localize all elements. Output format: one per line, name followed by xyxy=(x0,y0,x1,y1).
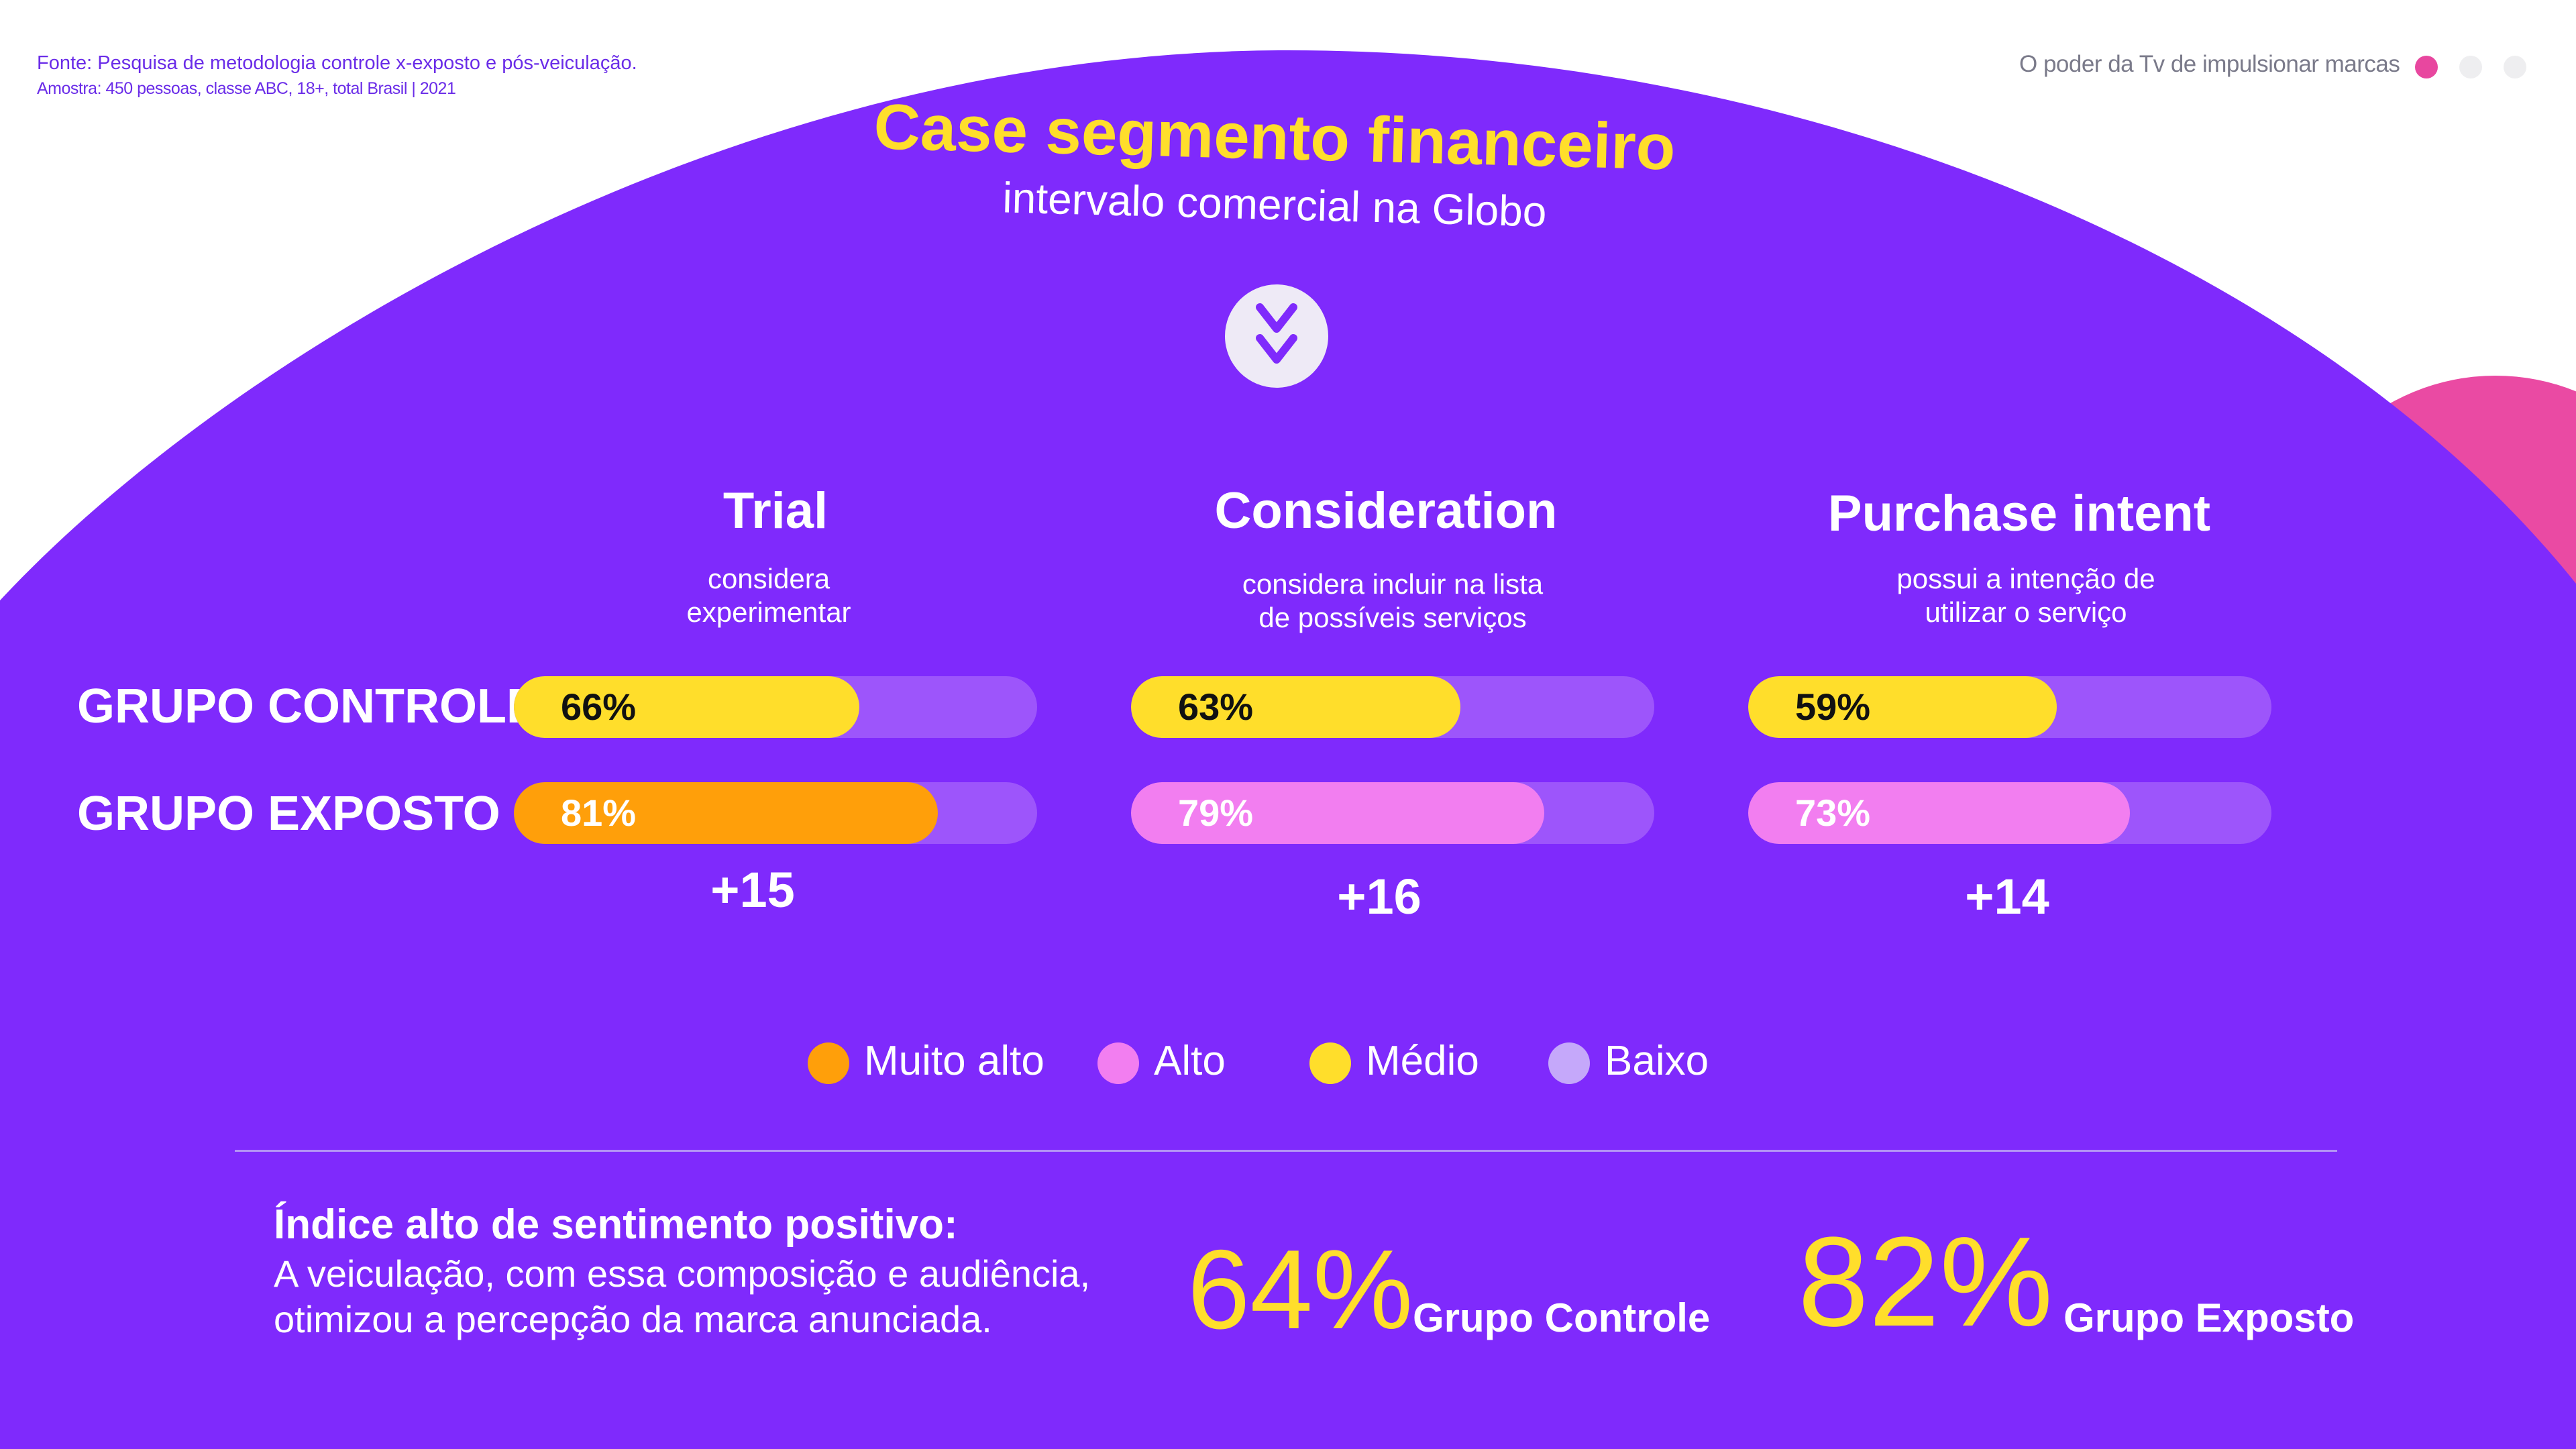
bar-label-exposto-trial: 81% xyxy=(561,792,637,834)
bar-track-exposto-trial: 81% xyxy=(514,782,1037,844)
bar-fill-exposto-trial xyxy=(514,782,938,844)
bar-label-controle-trial: 66% xyxy=(561,686,637,728)
bar-fill-exposto-purchase xyxy=(1748,782,2130,844)
bar-fill-controle-purchase xyxy=(1748,676,2057,738)
bar-track-controle-consideration: 63% xyxy=(1131,676,1654,738)
stat-label-controle: Grupo Controle xyxy=(1413,1295,1711,1340)
summary-heading: Índice alto de sentimento positivo: xyxy=(274,1201,958,1248)
bar-track-exposto-consideration: 79% xyxy=(1131,782,1654,844)
summary-line-1: A veiculação, com essa composição e audi… xyxy=(274,1252,1091,1295)
bar-track-controle-trial: 66% xyxy=(514,676,1037,738)
bar-label-exposto-consideration: 79% xyxy=(1178,792,1254,834)
bar-label-controle-purchase: 59% xyxy=(1795,686,1871,728)
delta-consideration: +16 xyxy=(1337,869,1421,924)
bar-label-exposto-purchase: 73% xyxy=(1795,792,1871,834)
category-title-purchase-intent: Purchase intent xyxy=(1827,485,2211,542)
bar-fill-controle-consideration xyxy=(1131,676,1460,738)
category-title-trial: Trial xyxy=(722,482,828,539)
legend-label-muito-alto: Muito alto xyxy=(864,1038,1044,1084)
delta-purchase: +14 xyxy=(1965,869,2049,924)
legend-swatch-medio xyxy=(1309,1042,1351,1084)
category-title-consideration: Consideration xyxy=(1214,482,1558,539)
source-note: Fonte: Pesquisa de metodologia controle … xyxy=(37,52,637,74)
series-label-exposto: GRUPO EXPOSTO xyxy=(77,787,500,841)
deck-title: O poder da Tv de impulsionar marcas xyxy=(2019,51,2400,77)
logo-chevrons-icon xyxy=(1256,303,1297,364)
category-subtitle-purchase-line1: possui a intenção de xyxy=(1896,563,2155,594)
series-label-controle: GRUPO CONTROLE xyxy=(77,680,539,733)
legend-swatch-muito-alto xyxy=(808,1042,849,1084)
section-divider xyxy=(235,1150,2337,1152)
purple-arch-background xyxy=(0,50,2576,1449)
legend-swatch-baixo xyxy=(1548,1042,1590,1084)
bar-fill-controle-trial xyxy=(514,676,859,738)
category-subtitle-purchase-line2: utilizar o serviço xyxy=(1925,596,2127,628)
delta-trial: +15 xyxy=(710,862,795,918)
bar-track-exposto-purchase: 73% xyxy=(1748,782,2271,844)
bar-label-controle-consideration: 63% xyxy=(1178,686,1254,728)
page-dot-3[interactable] xyxy=(2504,56,2526,78)
category-subtitle-consideration-line2: de possíveis serviços xyxy=(1258,602,1527,633)
globo-chevron-logo-icon xyxy=(1225,284,1328,388)
legend-label-baixo: Baixo xyxy=(1605,1038,1709,1084)
page-dot-1[interactable] xyxy=(2415,56,2438,78)
stat-label-exposto: Grupo Exposto xyxy=(2063,1295,2355,1340)
category-subtitle-consideration-line1: considera incluir na lista xyxy=(1242,568,1544,600)
sample-note: Amostra: 450 pessoas, classe ABC, 18+, t… xyxy=(37,79,456,98)
bar-track-controle-purchase: 59% xyxy=(1748,676,2271,738)
stat-value-exposto: 82% xyxy=(1798,1211,2053,1353)
legend-swatch-alto xyxy=(1097,1042,1139,1084)
summary-line-2: otimizou a percepção da marca anunciada. xyxy=(274,1298,992,1340)
legend-label-alto: Alto xyxy=(1154,1038,1226,1084)
category-subtitle-trial-line1: considera xyxy=(707,563,830,594)
category-subtitle-trial-line2: experimentar xyxy=(686,596,851,628)
bar-fill-exposto-consideration xyxy=(1131,782,1544,844)
page-dot-2[interactable] xyxy=(2459,56,2482,78)
stat-value-controle: 64% xyxy=(1187,1226,1413,1352)
legend-label-medio: Médio xyxy=(1366,1038,1479,1084)
